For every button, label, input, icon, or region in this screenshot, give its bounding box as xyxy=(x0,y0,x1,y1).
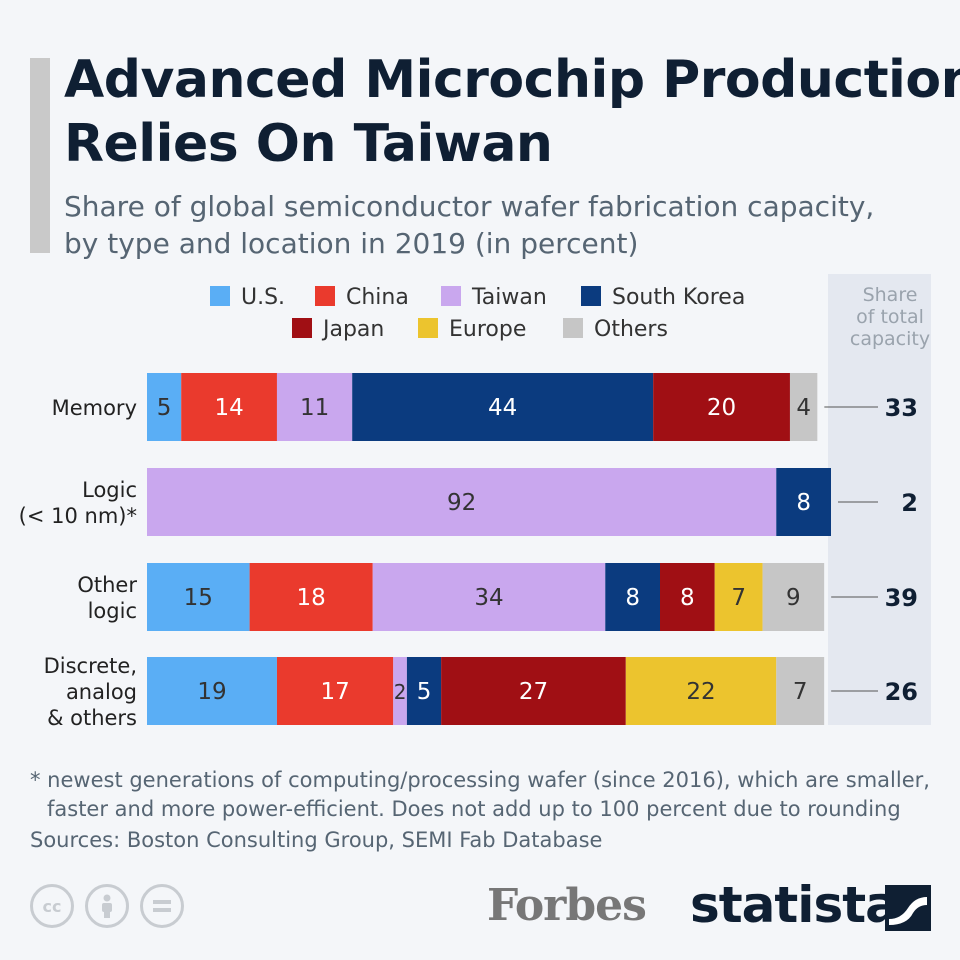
bar-segment xyxy=(776,657,825,725)
bar-segment xyxy=(181,373,277,441)
footnote: * newest generations of computing/proces… xyxy=(30,766,940,824)
data-label: 2 xyxy=(394,680,407,704)
bar-segment xyxy=(625,657,777,725)
data-label: 92 xyxy=(447,490,476,516)
bar-segment xyxy=(147,468,777,536)
data-label: 8 xyxy=(796,490,811,516)
bar-segment xyxy=(406,657,442,725)
bar-segment xyxy=(789,373,818,441)
category-label: Discrete, xyxy=(44,654,137,678)
data-label: 18 xyxy=(297,585,326,611)
legend-swatch-taiwan xyxy=(441,286,461,306)
sources: Sources: Boston Consulting Group, SEMI F… xyxy=(30,828,603,852)
attribution-icon[interactable] xyxy=(85,884,129,928)
bar-segment xyxy=(776,468,831,536)
bar-segment xyxy=(147,657,277,725)
subtitle-line-2: by type and location in 2019 (in percent… xyxy=(64,227,639,260)
footnote-line-2: faster and more power-efficient. Does no… xyxy=(47,797,901,821)
data-label: 27 xyxy=(519,679,548,705)
share-column-title-line: capacity xyxy=(850,328,930,350)
share-value: 33 xyxy=(885,394,918,422)
data-label: 8 xyxy=(680,585,695,611)
share-value: 26 xyxy=(885,678,918,706)
legend-label: South Korea xyxy=(612,285,745,310)
share-column-title-line: Share xyxy=(863,284,918,306)
title-line-1: Advanced Microchip Production xyxy=(64,50,960,110)
bar-segment xyxy=(660,563,715,631)
bar-segment xyxy=(276,657,394,725)
bar-segment xyxy=(147,373,182,441)
legend-swatch-china xyxy=(315,286,335,306)
data-label: 4 xyxy=(796,395,811,421)
data-label: 8 xyxy=(625,585,640,611)
bar-segment xyxy=(372,563,606,631)
share-column-title-line: of total xyxy=(856,306,924,328)
data-label: 19 xyxy=(197,679,226,705)
legend-swatch-others xyxy=(563,318,583,338)
data-label: 44 xyxy=(488,395,517,421)
license-icons: cc xyxy=(30,884,184,928)
bar-segment xyxy=(276,373,353,441)
bar-segment xyxy=(441,657,626,725)
legend-label: China xyxy=(346,285,409,310)
statista-logo[interactable]: statista xyxy=(690,876,899,934)
page-title: Advanced Microchip Production Relies On … xyxy=(64,48,960,176)
bar-segment xyxy=(147,563,250,631)
data-label: 9 xyxy=(786,585,801,611)
legend-swatch-japan xyxy=(292,318,312,338)
legend-label: Japan xyxy=(321,317,384,342)
share-column-background xyxy=(828,274,931,725)
data-label: 7 xyxy=(731,585,746,611)
bar-segment xyxy=(714,563,763,631)
data-label: 34 xyxy=(474,585,503,611)
data-label: 7 xyxy=(793,679,808,705)
data-label: 15 xyxy=(184,585,213,611)
legend-swatch-u-s- xyxy=(210,286,230,306)
title-accent-bar xyxy=(30,58,50,253)
data-label: 22 xyxy=(686,679,715,705)
bar-segment xyxy=(249,563,373,631)
bar-segment xyxy=(393,657,407,725)
legend-swatch-europe xyxy=(418,318,438,338)
share-value: 39 xyxy=(885,584,918,612)
category-label: (< 10 nm)* xyxy=(19,504,137,528)
category-label: Other xyxy=(77,573,137,597)
legend-label: U.S. xyxy=(241,285,285,310)
subtitle-line-1: Share of global semiconductor wafer fabr… xyxy=(64,190,875,223)
bar-segment xyxy=(605,563,660,631)
category-label: & others xyxy=(47,706,137,730)
data-label: 20 xyxy=(707,395,736,421)
forbes-logo[interactable]: Forbes xyxy=(487,880,647,931)
bar-segment xyxy=(352,373,654,441)
bar-segment xyxy=(762,563,825,631)
legend-label: Taiwan xyxy=(471,285,547,310)
data-label: 11 xyxy=(300,395,329,421)
legend-label: Europe xyxy=(449,317,526,342)
category-label: analog xyxy=(66,680,137,704)
data-label: 17 xyxy=(320,679,349,705)
legend-swatch-south-korea xyxy=(581,286,601,306)
data-label: 14 xyxy=(214,395,243,421)
no-derivatives-icon[interactable] xyxy=(140,884,184,928)
data-label: 5 xyxy=(157,395,172,421)
bar-segment xyxy=(653,373,790,441)
data-label: 5 xyxy=(417,679,432,705)
category-label: Memory xyxy=(52,396,137,420)
creative-commons-icon[interactable]: cc xyxy=(30,884,74,928)
chart-subtitle: Share of global semiconductor wafer fabr… xyxy=(64,188,944,262)
share-value: 2 xyxy=(901,489,918,517)
legend-label: Others xyxy=(594,317,668,342)
footnote-line-1: * newest generations of computing/proces… xyxy=(30,768,930,792)
statista-logo-mark-icon xyxy=(885,885,931,931)
category-label: Logic xyxy=(82,478,137,502)
category-label: logic xyxy=(88,599,137,623)
title-line-2: Relies On Taiwan xyxy=(64,114,553,174)
